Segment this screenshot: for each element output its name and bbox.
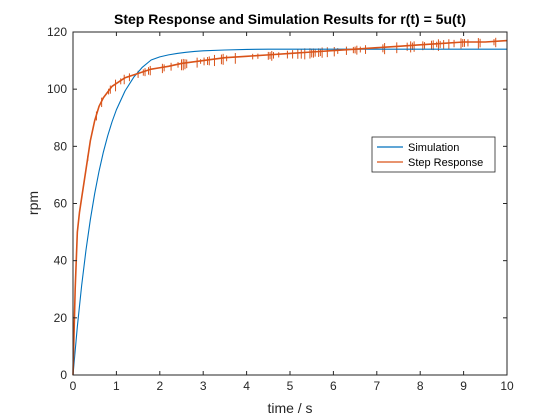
y-ticks: 0 20 40 60 80 100 120 (47, 25, 507, 382)
x-tick-label: 10 (500, 379, 514, 393)
y-tick-label: 40 (54, 254, 68, 268)
y-tick-label: 60 (54, 197, 68, 211)
y-tick-label: 100 (47, 82, 67, 96)
y-tick-label: 20 (54, 311, 68, 325)
chart-title: Step Response and Simulation Results for… (114, 11, 466, 27)
x-axis-label: time / s (267, 400, 312, 416)
legend: Simulation Step Response (371, 136, 496, 173)
series-layer (72, 39, 508, 376)
y-axis-label: rpm (25, 191, 41, 215)
simulation-line (72, 48, 507, 376)
x-ticks: 0 1 2 3 4 5 6 7 8 9 10 (70, 32, 514, 393)
x-tick-label: 2 (156, 379, 163, 393)
y-tick-label: 120 (47, 25, 67, 39)
x-tick-label: 5 (287, 379, 294, 393)
plot-background (73, 32, 507, 375)
legend-label-simulation: Simulation (408, 142, 459, 154)
legend-label-step-response: Step Response (408, 157, 483, 169)
x-tick-label: 4 (243, 379, 250, 393)
x-tick-label: 3 (200, 379, 207, 393)
x-tick-label: 0 (70, 379, 77, 393)
y-tick-label: 80 (54, 139, 68, 153)
step-response-line (72, 39, 508, 376)
y-tick-label: 0 (60, 368, 67, 382)
x-tick-label: 9 (460, 379, 467, 393)
x-tick-label: 7 (373, 379, 380, 393)
legend-box (371, 136, 496, 173)
x-tick-label: 8 (417, 379, 424, 393)
x-tick-label: 1 (113, 379, 120, 393)
x-tick-label: 6 (330, 379, 337, 393)
